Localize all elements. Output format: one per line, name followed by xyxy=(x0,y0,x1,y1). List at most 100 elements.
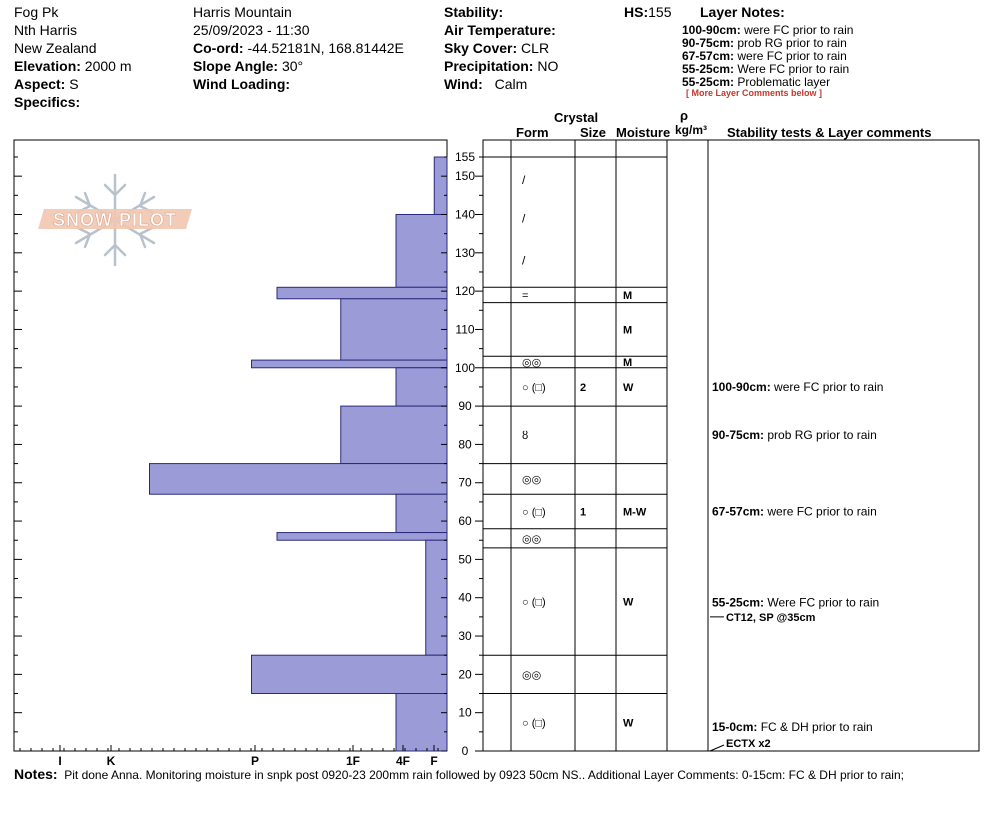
layer-note: 55-25cm: Problematic layer xyxy=(682,75,831,89)
slope-angle: Slope Angle: 30° xyxy=(193,58,304,74)
height-tick-label: 140 xyxy=(455,207,475,221)
height-tick-label: 155 xyxy=(455,150,475,164)
height-tick-label: 0 xyxy=(462,744,469,758)
moisture-header: Moisture xyxy=(616,125,671,140)
layer-note: 90-75cm: prob RG prior to rain xyxy=(682,36,847,50)
hardness-tick-label: K xyxy=(107,754,116,768)
layer-note: 100-90cm: were FC prior to rain xyxy=(682,23,854,37)
layer-table-frame xyxy=(482,139,980,752)
notes: Notes: Pit done Anna. Monitoring moistur… xyxy=(14,766,904,782)
hardness-bar xyxy=(276,532,448,541)
hardness-tick-label: 1F xyxy=(346,754,360,768)
hardness-bar xyxy=(251,359,448,369)
snowpilot-logo: SNOW PILOT xyxy=(38,173,192,267)
hardness-bar xyxy=(276,286,448,300)
hardness-bar xyxy=(433,156,448,215)
wind: Wind: Calm xyxy=(444,76,528,92)
country-name: New Zealand xyxy=(14,40,97,56)
crystal-form: ○ (□) xyxy=(522,506,546,518)
height-tick-label: 110 xyxy=(455,322,474,336)
layer-comment: 90-75cm: prob RG prior to rain xyxy=(712,428,877,442)
location-name: Fog Pk xyxy=(14,4,59,20)
crystal-form: ○ (□) xyxy=(522,382,546,394)
range-name: Nth Harris xyxy=(14,22,78,38)
moisture-value: W xyxy=(623,597,634,609)
crystal-form: ◎◎ xyxy=(522,533,541,545)
stability-marker xyxy=(709,744,725,752)
layer-comment: 55-25cm: Were FC prior to rain xyxy=(712,596,879,610)
coordinates: Co-ord: -44.52181N, 168.81442E xyxy=(193,40,404,56)
hardness-bar xyxy=(340,405,448,465)
crystal-form: / xyxy=(522,173,526,187)
stability-test-label: ECTX x2 xyxy=(726,738,771,750)
area-name: Harris Mountain xyxy=(193,4,292,20)
layer-note: 67-57cm: were FC prior to rain xyxy=(682,49,847,63)
form-header: Form xyxy=(516,125,549,140)
density-header: kg/m³ xyxy=(675,123,708,137)
height-tick-label: 80 xyxy=(458,437,472,451)
aspect: Aspect: S xyxy=(14,76,79,92)
height-tick-label: 40 xyxy=(458,591,472,605)
observation-datetime: 25/09/2023 - 11:30 xyxy=(193,22,310,38)
moisture-value: M xyxy=(623,290,632,302)
layer-notes-title: Layer Notes: xyxy=(700,4,785,20)
sky-cover: Sky Cover: CLR xyxy=(444,40,550,56)
crystal-size: 1 xyxy=(580,506,586,518)
crystal-form: ◎◎ xyxy=(522,669,541,681)
hardness-bar xyxy=(395,367,448,407)
hardness-tick-label: P xyxy=(251,754,259,768)
rho-header: ρ xyxy=(680,108,689,123)
height-tick-label: 70 xyxy=(458,476,472,490)
crystal-form: ◎◎ xyxy=(522,357,541,369)
crystal-header: Crystal xyxy=(554,110,599,125)
crystal-size: 2 xyxy=(580,382,586,394)
height-tick-label: 100 xyxy=(455,361,475,375)
hardness-bar xyxy=(395,693,448,752)
stability-test-label: CT12, SP @35cm xyxy=(726,612,816,624)
moisture-value: M xyxy=(623,324,632,336)
crystal-form: ȣ xyxy=(522,430,528,442)
crystal-form: = xyxy=(522,290,528,302)
crystal-form: ◎◎ xyxy=(522,474,541,486)
layer-note: 55-25cm: Were FC prior to rain xyxy=(682,62,850,76)
more-comments-link[interactable]: [ More Layer Comments below ] xyxy=(686,88,823,98)
hardness-bar xyxy=(149,463,448,495)
height-tick-label: 120 xyxy=(455,284,475,298)
hardness-bar xyxy=(340,298,448,361)
specifics: Specifics: xyxy=(14,94,81,110)
precipitation: Precipitation: NO xyxy=(444,58,559,74)
hardness-tick-label: F xyxy=(430,754,437,768)
wind-loading: Wind Loading: xyxy=(193,76,291,92)
layer-comment: 67-57cm: were FC prior to rain xyxy=(712,504,877,518)
moisture-value: W xyxy=(623,717,634,729)
crystal-form: / xyxy=(522,211,526,225)
size-header: Size xyxy=(580,125,607,140)
crystal-form: ○ (□) xyxy=(522,597,546,609)
snow-height: HS:155 xyxy=(624,4,672,20)
moisture-value: W xyxy=(623,382,634,394)
stability: Stability: xyxy=(444,4,504,20)
height-tick-label: 20 xyxy=(458,667,472,681)
height-tick-label: 130 xyxy=(455,246,475,260)
air-temperature: Air Temperature: xyxy=(444,22,556,38)
stability-header: Stability tests & Layer comments xyxy=(727,125,932,140)
elevation: Elevation: 2000 m xyxy=(14,58,132,74)
layer-comment: 100-90cm: were FC prior to rain xyxy=(712,380,883,394)
crystal-form: / xyxy=(522,254,526,268)
hardness-bar xyxy=(395,213,448,288)
height-tick-label: 10 xyxy=(458,706,472,720)
svg-text:SNOW PILOT: SNOW PILOT xyxy=(53,210,177,230)
layer-comment: 15-0cm: FC & DH prior to rain xyxy=(712,720,873,734)
hardness-tick-label: 4F xyxy=(396,754,410,768)
crystal-form: ○ (□) xyxy=(522,717,546,729)
moisture-value: M xyxy=(623,357,632,369)
hardness-bar xyxy=(251,654,448,695)
height-tick-label: 50 xyxy=(458,552,472,566)
hardness-bar xyxy=(395,493,448,534)
height-tick-label: 90 xyxy=(458,399,472,413)
moisture-value: M-W xyxy=(623,506,647,518)
height-tick-label: 150 xyxy=(455,169,475,183)
height-tick-label: 30 xyxy=(458,629,472,643)
hardness-tick-label: I xyxy=(58,754,61,768)
